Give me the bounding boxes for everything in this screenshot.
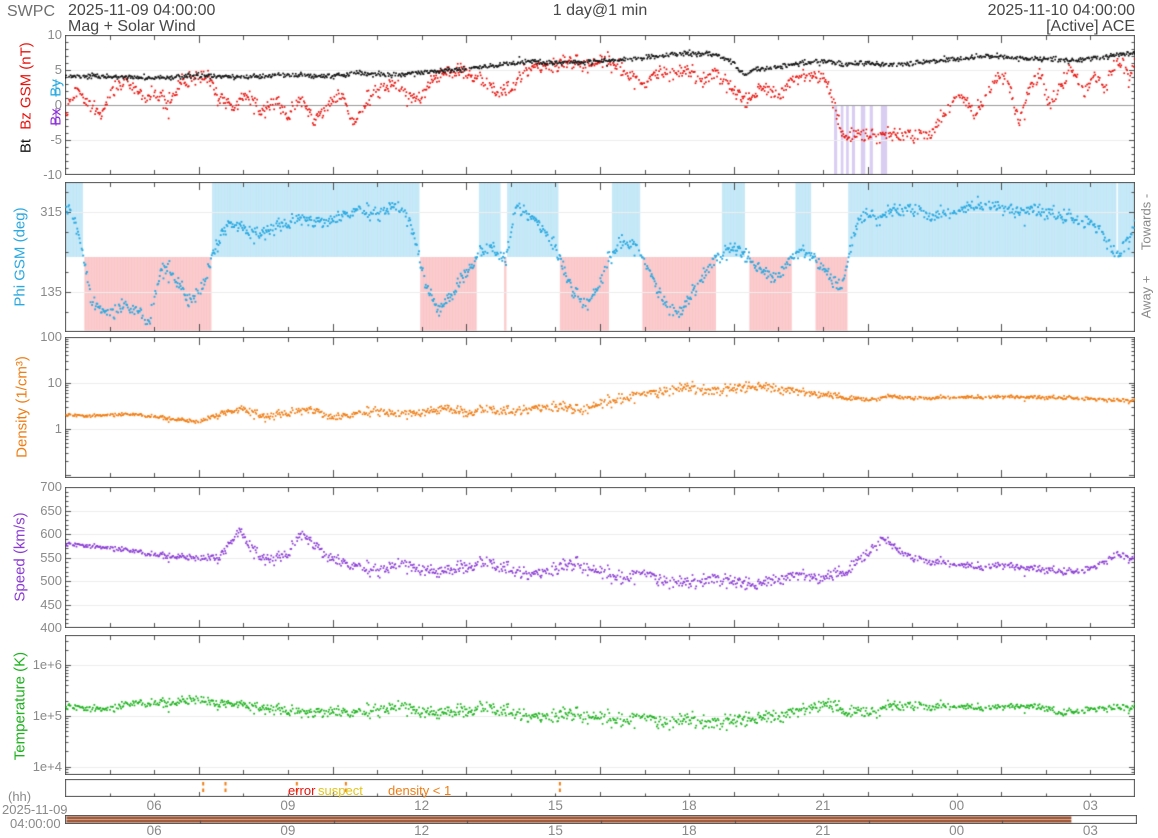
y-tick-label: -5 [50, 132, 62, 147]
phi-plot-canvas[interactable] [65, 182, 1135, 332]
hour-tick-label: 06 [146, 823, 162, 838]
plot-resolution: 1 day@1 min [552, 2, 648, 19]
y-tick-label: 1 [54, 420, 62, 436]
y-tick-label: -10 [43, 167, 62, 182]
y-tick-label: 550 [40, 549, 62, 565]
hour-tick-label: 09 [280, 823, 296, 838]
hour-tick-label: 03 [1082, 798, 1098, 813]
legend-density-lt1: density < 1 [388, 783, 452, 798]
hour-tick-label: 12 [414, 823, 430, 838]
by-axis-label-disabled[interactable]: By [47, 79, 65, 97]
y-tick-label: 1e+5 [32, 707, 62, 723]
hour-tick-label: 15 [547, 798, 563, 813]
hour-tick-label: 15 [547, 823, 563, 838]
hour-tick-label: 00 [949, 798, 965, 813]
hour-tick-label: 12 [414, 798, 430, 813]
legend-error: error [288, 783, 316, 798]
hour-tick-label: 18 [681, 798, 697, 813]
y-tick-label: 450 [40, 596, 62, 612]
y-tick-label: 10 [47, 27, 62, 42]
plot-start-time: 2025-11-09 04:00:00 [68, 2, 216, 19]
hour-tick-label: 21 [815, 823, 831, 838]
hour-tick-label: 09 [280, 798, 296, 813]
y-tick-label: 1e+6 [32, 656, 62, 672]
hour-tick-label: 21 [815, 798, 831, 813]
hour-tick-label: 18 [681, 823, 697, 838]
qc-marker-strip [65, 779, 1135, 797]
plot-subtitle: Mag + Solar Wind [68, 18, 196, 35]
hour-axis-unit: (hh) [8, 789, 32, 804]
mag-plot-canvas[interactable] [65, 35, 1135, 175]
phi-towards-label: Towards - [1138, 193, 1154, 251]
legend-suspect: suspect [318, 783, 363, 798]
phi-away-label: Away + [1138, 275, 1154, 319]
y-tick-label: 500 [40, 573, 62, 588]
y-tick-label: 400 [40, 620, 62, 635]
data-source-status: [Active] ACE [1046, 18, 1135, 35]
density-plot-canvas[interactable] [65, 337, 1135, 478]
y-tick-label: 5 [54, 62, 62, 77]
plot-end-time: 2025-11-10 04:00:00 [987, 2, 1135, 19]
y-tick-label: 100 [40, 329, 62, 344]
axis-start-clock: 04:00:00 [10, 816, 61, 831]
hour-tick-label: 03 [1082, 823, 1098, 838]
axis-start-date: 2025-11-09 [2, 802, 68, 817]
density-axis-label[interactable]: Density (1/cm³) [13, 356, 31, 458]
y-tick-label: 700 [40, 479, 62, 494]
y-tick-label: 1e+4 [32, 758, 62, 774]
swpc-brand: SWPC [7, 3, 55, 20]
time-range-scrollbar[interactable] [65, 815, 1137, 824]
y-tick-label: 10 [47, 374, 62, 390]
y-tick-label: 135 [40, 284, 62, 299]
hour-tick-label: 06 [146, 798, 162, 813]
hour-tick-label: 00 [949, 823, 965, 838]
bz-axis-label[interactable]: Bz GSM (nT) [17, 42, 35, 130]
y-tick-label: 600 [40, 526, 62, 541]
speed-plot-canvas[interactable] [65, 487, 1135, 628]
y-tick-label: 650 [40, 502, 62, 518]
temperature-plot-canvas[interactable] [65, 635, 1135, 775]
y-tick-label: 315 [40, 204, 62, 219]
y-tick-label: 0 [54, 97, 62, 112]
